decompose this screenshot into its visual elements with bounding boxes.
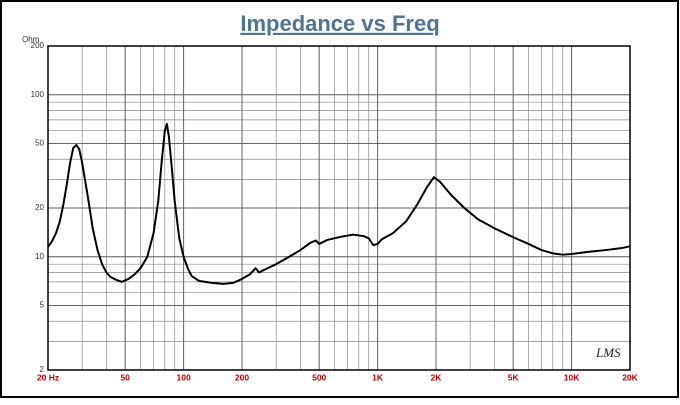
y-tick-label: 100 xyxy=(31,90,45,99)
impedance-line xyxy=(47,123,631,285)
plot-frame xyxy=(47,45,631,371)
y-tick-label: 20 xyxy=(35,203,44,212)
annotation: LMS xyxy=(595,345,621,360)
x-tick-label: 5K xyxy=(508,372,520,382)
y-tick-label: 5 xyxy=(40,301,45,310)
x-tick-label: 100 xyxy=(177,372,191,382)
x-tick-label: 1K xyxy=(372,372,384,382)
y-tick-label: 200 xyxy=(31,41,45,50)
x-tick-label: 200 xyxy=(235,372,249,382)
y-tick-label: 2 xyxy=(40,365,45,374)
x-tick-label: 20 Hz xyxy=(37,372,59,382)
chart-title: Impedance vs Freq xyxy=(240,11,439,36)
y-unit: Ohm xyxy=(22,35,40,44)
x-tick-label: 2K xyxy=(431,372,443,382)
x-tick-label: 10K xyxy=(564,372,580,382)
x-tick-label: 50 xyxy=(120,372,130,382)
x-tick-label: 500 xyxy=(312,372,326,382)
x-tick-label: 20K xyxy=(622,372,638,382)
y-tick-label: 10 xyxy=(35,252,44,261)
y-tick-label: 50 xyxy=(35,139,44,148)
